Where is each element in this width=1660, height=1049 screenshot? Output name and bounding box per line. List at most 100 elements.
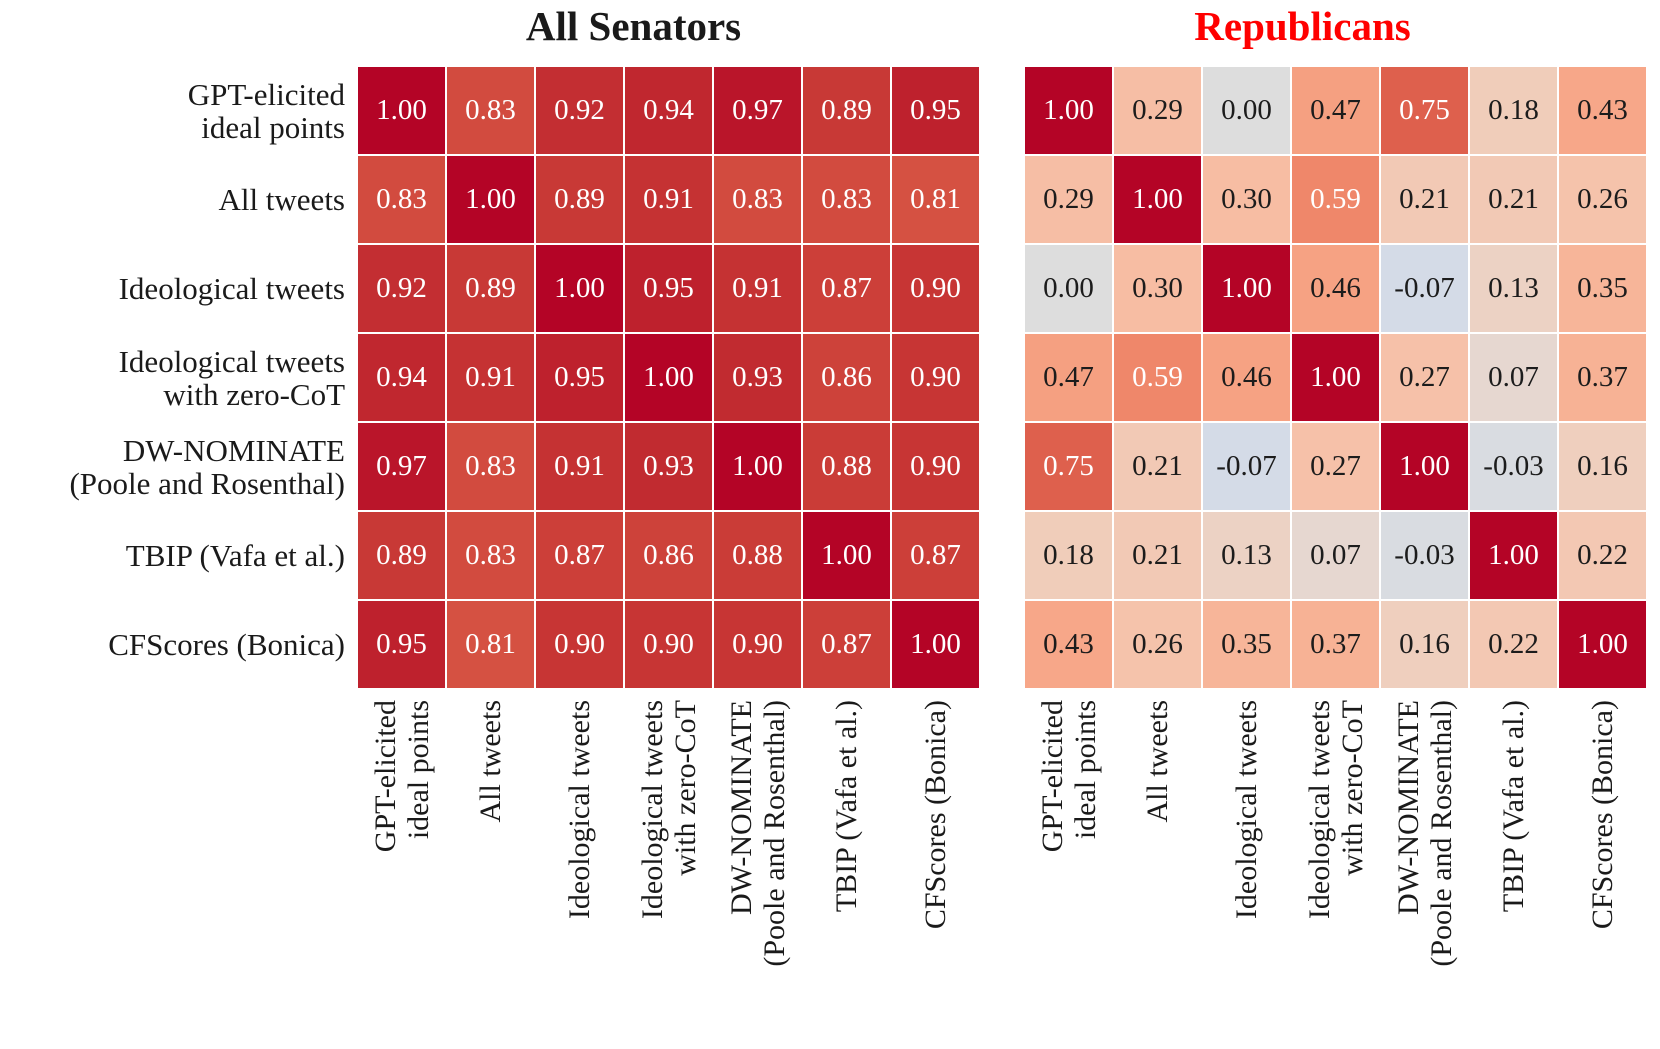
- y-axis-label: DW-NOMINATE (Poole and Rosenthal): [69, 432, 345, 501]
- heatmap-cell: 0.16: [1380, 600, 1469, 689]
- heatmap-cell: 0.59: [1113, 333, 1202, 422]
- heatmap-cell: 0.91: [535, 422, 624, 511]
- heatmap-cell: 0.93: [713, 333, 802, 422]
- heatmap-cell: 0.30: [1113, 244, 1202, 333]
- x-axis-label: Ideological tweets: [1230, 700, 1263, 920]
- heatmap-cell: 1.00: [357, 66, 446, 155]
- heatmap-cell: 1.00: [1113, 155, 1202, 244]
- heatmap-cell: 0.83: [713, 155, 802, 244]
- heatmap-cell: 0.88: [802, 422, 891, 511]
- heatmap-cell: 0.97: [713, 66, 802, 155]
- heatmap-cell: 0.75: [1380, 66, 1469, 155]
- x-axis-label: All tweets: [1141, 700, 1174, 823]
- panel-title-all-senators: All Senators: [525, 3, 742, 49]
- heatmap-cell: 1.00: [1291, 333, 1380, 422]
- heatmap-cell: 0.21: [1380, 155, 1469, 244]
- heatmap-cell: 0.87: [535, 511, 624, 600]
- heatmap-cell: 0.16: [1558, 422, 1647, 511]
- heatmap-cell: 1.00: [802, 511, 891, 600]
- heatmap-cell: 1.00: [1024, 66, 1113, 155]
- y-axis-label: CFScores (Bonica): [108, 627, 345, 662]
- heatmap-cell: 1.00: [1202, 244, 1291, 333]
- heatmap-cell: 0.21: [1113, 422, 1202, 511]
- heatmap-cell: 0.89: [535, 155, 624, 244]
- x-axis-label: DW-NOMINATE (Poole and Rosenthal): [1391, 700, 1458, 967]
- heatmap-cell: 0.94: [624, 66, 713, 155]
- heatmap-cell: 0.35: [1202, 600, 1291, 689]
- x-axis-label: CFScores (Bonica): [919, 700, 952, 930]
- y-axis-labels: GPT-elicited ideal points All tweets Ideolo…: [0, 66, 345, 689]
- heatmap-cell: 0.94: [357, 333, 446, 422]
- heatmap-cell: 0.59: [1291, 155, 1380, 244]
- heatmap-cell: 1.00: [1558, 600, 1647, 689]
- heatmap-republicans: 1.00 0.29 0.00 0.47 0.75 0.18 0.43 0.29 1.00 0.30…: [1024, 66, 1647, 689]
- heatmap-cell: 0.90: [891, 333, 980, 422]
- heatmap-cell: 0.26: [1558, 155, 1647, 244]
- heatmap-cell: 0.35: [1558, 244, 1647, 333]
- x-axis-label: Ideological tweets: [563, 700, 596, 920]
- heatmap-cell: 0.07: [1291, 511, 1380, 600]
- heatmap-cell: 1.00: [891, 600, 980, 689]
- panel-title-republicans: Republicans: [1194, 3, 1411, 49]
- heatmap-cell: 0.87: [802, 600, 891, 689]
- heatmap-cell: 0.83: [357, 155, 446, 244]
- x-axis-label: Ideological tweets with zero-CoT: [635, 700, 702, 920]
- x-axis-labels-all-senators: GPT-elicited ideal points All tweets Ideolo…: [357, 700, 980, 1049]
- heatmap-cell: 0.83: [446, 511, 535, 600]
- heatmap-cell: -0.07: [1380, 244, 1469, 333]
- heatmap-cell: 0.90: [624, 600, 713, 689]
- heatmap-cell: 0.95: [535, 333, 624, 422]
- heatmap-cell: 0.89: [357, 511, 446, 600]
- heatmap-cell: 0.90: [891, 244, 980, 333]
- heatmap-cell: 0.29: [1024, 155, 1113, 244]
- heatmap-cell: 1.00: [713, 422, 802, 511]
- x-axis-label: Ideological tweets with zero-CoT: [1302, 700, 1369, 920]
- y-axis-label: GPT-elicited ideal points: [187, 76, 345, 145]
- heatmap-cell: 0.43: [1024, 600, 1113, 689]
- heatmap-cell: 0.18: [1024, 511, 1113, 600]
- heatmap-cell: 0.83: [446, 66, 535, 155]
- heatmap-cell: 0.83: [446, 422, 535, 511]
- heatmap-cell: -0.03: [1469, 422, 1558, 511]
- y-axis-label: All tweets: [218, 182, 345, 217]
- heatmap-cell: 1.00: [1380, 422, 1469, 511]
- heatmap-cell: 1.00: [1469, 511, 1558, 600]
- heatmap-cell: 0.90: [713, 600, 802, 689]
- y-axis-label: TBIP (Vafa et al.): [125, 538, 345, 573]
- heatmap-cell: 0.95: [891, 66, 980, 155]
- heatmap-cell: 1.00: [535, 244, 624, 333]
- heatmap-cell: 0.47: [1024, 333, 1113, 422]
- heatmap-cell: 0.27: [1291, 422, 1380, 511]
- heatmap-cell: 0.27: [1380, 333, 1469, 422]
- heatmap-cell: 0.37: [1291, 600, 1380, 689]
- x-axis-labels-republicans: GPT-elicited ideal points All tweets Ideolo…: [1024, 700, 1647, 1049]
- heatmap-cell: 0.37: [1558, 333, 1647, 422]
- heatmap-cell: 0.00: [1202, 66, 1291, 155]
- heatmap-cell: 0.29: [1113, 66, 1202, 155]
- heatmap-cell: 0.26: [1113, 600, 1202, 689]
- x-axis-label: GPT-elicited ideal points: [1035, 700, 1102, 853]
- heatmap-cell: 0.46: [1291, 244, 1380, 333]
- heatmap-cell: 0.83: [802, 155, 891, 244]
- heatmap-cell: 0.87: [802, 244, 891, 333]
- heatmap-cell: 0.86: [802, 333, 891, 422]
- heatmap-cell: 0.95: [624, 244, 713, 333]
- heatmap-cell: 0.22: [1558, 511, 1647, 600]
- x-axis-label: TBIP (Vafa et al.): [830, 700, 863, 913]
- x-axis-label: TBIP (Vafa et al.): [1497, 700, 1530, 913]
- heatmap-cell: 0.89: [802, 66, 891, 155]
- heatmap-cell: 0.92: [357, 244, 446, 333]
- heatmap-cell: 0.88: [713, 511, 802, 600]
- y-axis-label: Ideological tweets: [118, 271, 345, 306]
- heatmap-cell: 1.00: [446, 155, 535, 244]
- heatmap-cell: 0.81: [446, 600, 535, 689]
- x-axis-label: CFScores (Bonica): [1586, 700, 1619, 930]
- heatmap-cell: 0.07: [1469, 333, 1558, 422]
- heatmap-cell: 0.89: [446, 244, 535, 333]
- heatmap-cell: 0.47: [1291, 66, 1380, 155]
- heatmap-cell: 0.30: [1202, 155, 1291, 244]
- heatmap-cell: 0.13: [1469, 244, 1558, 333]
- heatmap-cell: 0.97: [357, 422, 446, 511]
- heatmap-cell: 0.90: [535, 600, 624, 689]
